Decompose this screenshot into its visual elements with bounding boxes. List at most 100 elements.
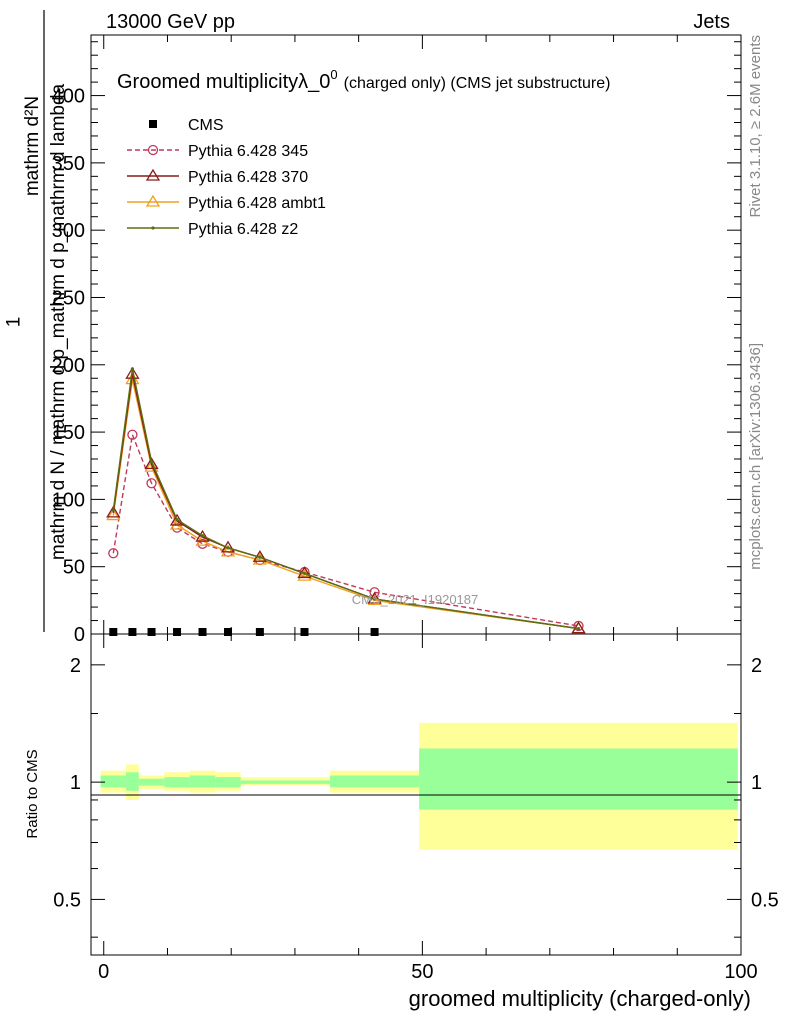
x-tick-label: 100 (724, 961, 757, 983)
y-tick-label: 150 (52, 422, 85, 444)
ratio-band-inner (240, 780, 330, 784)
data-point (144, 457, 159, 470)
ratio-y-tick-label-right: 2 (751, 655, 762, 677)
x-tick-label: 50 (411, 961, 433, 983)
main-ylabel-one: 1 (4, 317, 25, 328)
ratio-y-tick-label-left: 2 (70, 655, 81, 677)
data-point (111, 508, 115, 512)
data-point (302, 571, 307, 576)
legend-marker (147, 144, 159, 156)
data-point (258, 555, 262, 559)
data-point (147, 628, 156, 636)
series-3 (106, 372, 586, 634)
main-ylabel-denominator: mathrm d N / mathrm d p_mathrm d p_mathr… (48, 83, 69, 560)
data-point (169, 517, 185, 530)
legend-label: Pythia 6.428 z2 (188, 221, 298, 238)
header-right: Jets (693, 11, 730, 33)
x-tick-label: 0 (98, 961, 109, 983)
ratio-band-inner (419, 748, 738, 810)
header-left: 13000 GeV pp (106, 11, 235, 33)
data-point (128, 628, 137, 636)
main-title-sup: 0 (330, 67, 337, 82)
ratio-ylabel: Ratio to CMS (24, 749, 41, 838)
mcplots-label: mcplots.cern.ch [arXiv:1306.3436] (747, 343, 764, 570)
main-series-layer (106, 366, 586, 636)
ratio-frame (90, 633, 742, 956)
main-title-note: (charged only) (CMS jet substructure) (344, 75, 611, 92)
ratio-y-tick-label-left: 0.5 (53, 889, 81, 911)
ratio-band-inner (164, 777, 190, 788)
watermark: CMS_2021_I1920187 (352, 592, 479, 607)
data-point (109, 628, 118, 636)
data-point (144, 459, 159, 472)
data-point (198, 628, 207, 636)
data-point (106, 505, 121, 518)
main-title: Groomed multiplicityλ_00 (charged only) (… (117, 67, 610, 93)
legend-item-3: Pythia 6.428 ambt1 (127, 194, 326, 212)
data-point (146, 478, 157, 489)
data-point (224, 628, 233, 636)
series-line-4 (112, 368, 579, 630)
ratio-band-inner (189, 775, 216, 788)
data-point (226, 546, 230, 550)
y-tick-label: 400 (52, 86, 85, 108)
data-point (370, 628, 379, 636)
y-tick-label: 300 (52, 220, 85, 242)
data-point (127, 429, 138, 440)
data-point (149, 460, 154, 464)
data-point (106, 508, 121, 521)
y-tick-label: 100 (52, 489, 85, 511)
data-point (108, 548, 119, 559)
series-2 (106, 366, 586, 634)
ratio-panel: 0.5 0.5 1 1 2 2 0 50 100 Ratio to CMS groomed mu… (24, 633, 779, 1011)
series-line-1 (112, 432, 579, 627)
ratio-ticks: 0.5 0.5 1 1 2 2 0 50 100 (53, 634, 779, 983)
data-point (372, 597, 377, 601)
main-panel: 0 50 100 150 200 250 300 350 400 Groomed multipl… (52, 34, 742, 646)
legend: CMS Pythia 6.428 345 Pythia 6.428 370 Pythi… (127, 117, 326, 238)
rivet-label: Rivet 3.1.10, ≥ 2.6M events (747, 35, 764, 218)
ratio-band-inner (138, 778, 165, 786)
ratio-band-inner (100, 775, 127, 788)
legend-label: Pythia 6.428 345 (188, 143, 308, 160)
y-tick-label: 350 (52, 153, 85, 175)
main-ylabel: 1 mathrm d²N mathrm d N / mathrm d p_mat… (4, 10, 69, 632)
series-1 (108, 429, 584, 632)
data-point (255, 628, 264, 636)
legend-item-4: Pythia 6.428 z2 (127, 221, 298, 238)
data-point (175, 517, 179, 522)
y-tick-label: 50 (63, 557, 85, 579)
legend-item-1: Pythia 6.428 345 (127, 143, 308, 160)
main-title-main: Groomed multiplicityλ_0 (117, 71, 330, 93)
ratio-y-tick-label-right: 0.5 (751, 889, 779, 911)
legend-label: Pythia 6.428 ambt1 (188, 195, 326, 212)
series-0 (109, 628, 379, 636)
legend-item-2: Pythia 6.428 370 (127, 168, 308, 186)
y-tick-label: 0 (74, 624, 85, 646)
data-point (173, 628, 182, 636)
ratio-band-inner (329, 775, 420, 788)
ratio-y-tick-label-right: 1 (751, 772, 762, 794)
data-point (576, 627, 581, 631)
data-point (125, 366, 140, 379)
main-ylabel-numerator: mathrm d²N (22, 96, 43, 196)
data-point (220, 544, 236, 557)
legend-item-0: CMS (149, 117, 224, 134)
data-point (195, 533, 210, 546)
ratio-band-inner (215, 777, 241, 788)
data-point (200, 534, 205, 538)
data-point (195, 529, 210, 542)
legend-marker (149, 120, 157, 128)
series-line-3 (112, 379, 579, 630)
data-point (130, 367, 135, 371)
legend-marker (145, 194, 161, 207)
data-point (369, 587, 380, 598)
main-y-ticks: 0 50 100 150 200 250 300 350 400 (52, 35, 742, 646)
legend-label: CMS (188, 117, 224, 134)
x-axis-label: groomed multiplicity (charged-only) (409, 986, 751, 1011)
y-tick-label: 200 (52, 355, 85, 377)
legend-marker (145, 168, 161, 181)
ratio-bands (100, 722, 738, 850)
data-point (300, 628, 309, 636)
